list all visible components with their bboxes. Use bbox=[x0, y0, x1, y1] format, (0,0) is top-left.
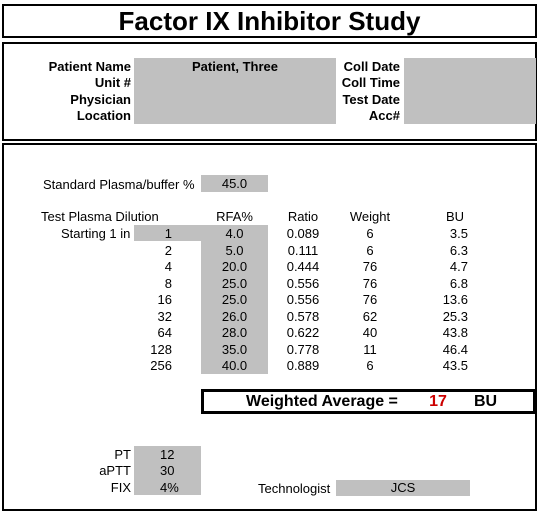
header-bu: BU bbox=[445, 209, 465, 224]
row-dilution: 64 bbox=[157, 325, 172, 340]
row-bu: 3.5 bbox=[449, 226, 468, 241]
coag-label-aptt: aPTT bbox=[99, 463, 131, 478]
label-physician: Physician bbox=[70, 92, 131, 107]
label-coll-time: Coll Time bbox=[341, 75, 400, 90]
row-rfa: 35.0 bbox=[221, 341, 248, 357]
standard-plasma-label: Standard Plasma/buffer % bbox=[43, 177, 195, 192]
coag-value-pt: 12 bbox=[160, 447, 175, 462]
row-bu: 6.3 bbox=[449, 242, 468, 258]
label-coll-date: Coll Date bbox=[343, 59, 400, 74]
dilution-start-input[interactable] bbox=[134, 225, 201, 241]
row-rfa: 28.0 bbox=[221, 325, 248, 340]
row-bu: 46.4 bbox=[442, 341, 468, 357]
standard-plasma-input[interactable]: 45.0 bbox=[201, 175, 268, 192]
row-dilution: 128 bbox=[150, 341, 172, 357]
patient-name-value: Patient, Three bbox=[192, 59, 278, 74]
row-ratio: 0.556 bbox=[286, 275, 320, 291]
page-title: Factor IX Inhibitor Study bbox=[2, 4, 537, 38]
weighted-average-unit: BU bbox=[474, 393, 498, 410]
technologist-label: Technologist bbox=[258, 481, 331, 496]
label-test-date: Test Date bbox=[342, 92, 400, 107]
technologist-input[interactable]: JCS bbox=[336, 480, 470, 496]
weighted-average-box bbox=[201, 389, 536, 414]
rfa-input-column[interactable] bbox=[201, 225, 268, 374]
label-patient-name: Patient Name bbox=[48, 59, 131, 74]
row-weight: 6 bbox=[366, 226, 374, 241]
row-bu: 43.5 bbox=[442, 358, 468, 373]
row-ratio: 0.578 bbox=[286, 308, 320, 324]
row-bu: 6.8 bbox=[449, 275, 468, 291]
row-dilution: 1 bbox=[164, 226, 172, 241]
row-ratio: 0.089 bbox=[286, 226, 320, 241]
row-weight: 76 bbox=[362, 259, 378, 274]
label-location: Location bbox=[76, 108, 131, 123]
header-ratio: Ratio bbox=[287, 209, 319, 224]
patient-info-panel bbox=[2, 42, 537, 141]
row-dilution: 32 bbox=[157, 308, 172, 324]
row-bu: 13.6 bbox=[442, 292, 468, 307]
row-rfa: 40.0 bbox=[221, 358, 248, 373]
row-dilution: 16 bbox=[157, 292, 172, 307]
weighted-average-value: 17 bbox=[429, 393, 447, 410]
row-weight: 11 bbox=[363, 341, 377, 357]
starting-label: Starting 1 in bbox=[61, 226, 131, 241]
row-rfa: 25.0 bbox=[221, 292, 248, 307]
coag-label-fix: FIX bbox=[110, 480, 131, 495]
header-dilution: Test Plasma Dilution bbox=[41, 209, 159, 224]
row-bu: 43.8 bbox=[442, 325, 468, 340]
row-rfa: 25.0 bbox=[221, 275, 248, 291]
header-weight: Weight bbox=[349, 209, 391, 224]
row-ratio: 0.444 bbox=[286, 259, 320, 274]
row-weight: 6 bbox=[366, 358, 374, 373]
collection-info-field[interactable] bbox=[404, 58, 536, 124]
row-bu: 4.7 bbox=[449, 259, 468, 274]
row-dilution: 8 bbox=[164, 275, 172, 291]
row-rfa: 26.0 bbox=[221, 308, 248, 324]
row-dilution: 256 bbox=[150, 358, 172, 373]
row-ratio: 0.111 bbox=[287, 242, 319, 258]
coag-label-pt: PT bbox=[114, 447, 131, 462]
coag-value-fix: 4% bbox=[160, 480, 179, 495]
header-rfa: RFA% bbox=[216, 209, 253, 224]
row-dilution: 4 bbox=[164, 259, 172, 274]
row-weight: 6 bbox=[366, 242, 374, 258]
row-weight: 62 bbox=[362, 308, 378, 324]
row-rfa: 20.0 bbox=[221, 259, 248, 274]
row-weight: 76 bbox=[362, 275, 378, 291]
row-rfa: 5.0 bbox=[225, 242, 244, 258]
row-ratio: 0.622 bbox=[286, 325, 320, 340]
coag-input-column[interactable] bbox=[134, 446, 201, 495]
row-weight: 40 bbox=[362, 325, 378, 340]
label-acc: Acc# bbox=[368, 108, 400, 123]
row-weight: 76 bbox=[362, 292, 378, 307]
patient-info-field[interactable] bbox=[134, 58, 336, 124]
row-ratio: 0.556 bbox=[286, 292, 320, 307]
results-panel bbox=[2, 143, 537, 511]
row-rfa: 4.0 bbox=[225, 226, 244, 241]
label-unit: Unit # bbox=[94, 75, 131, 90]
row-bu: 25.3 bbox=[442, 308, 468, 324]
row-dilution: 2 bbox=[164, 242, 172, 258]
weighted-average-label: Weighted Average = bbox=[246, 393, 398, 410]
coag-value-aptt: 30 bbox=[160, 463, 175, 478]
row-ratio: 0.778 bbox=[286, 341, 320, 357]
row-ratio: 0.889 bbox=[286, 358, 320, 373]
